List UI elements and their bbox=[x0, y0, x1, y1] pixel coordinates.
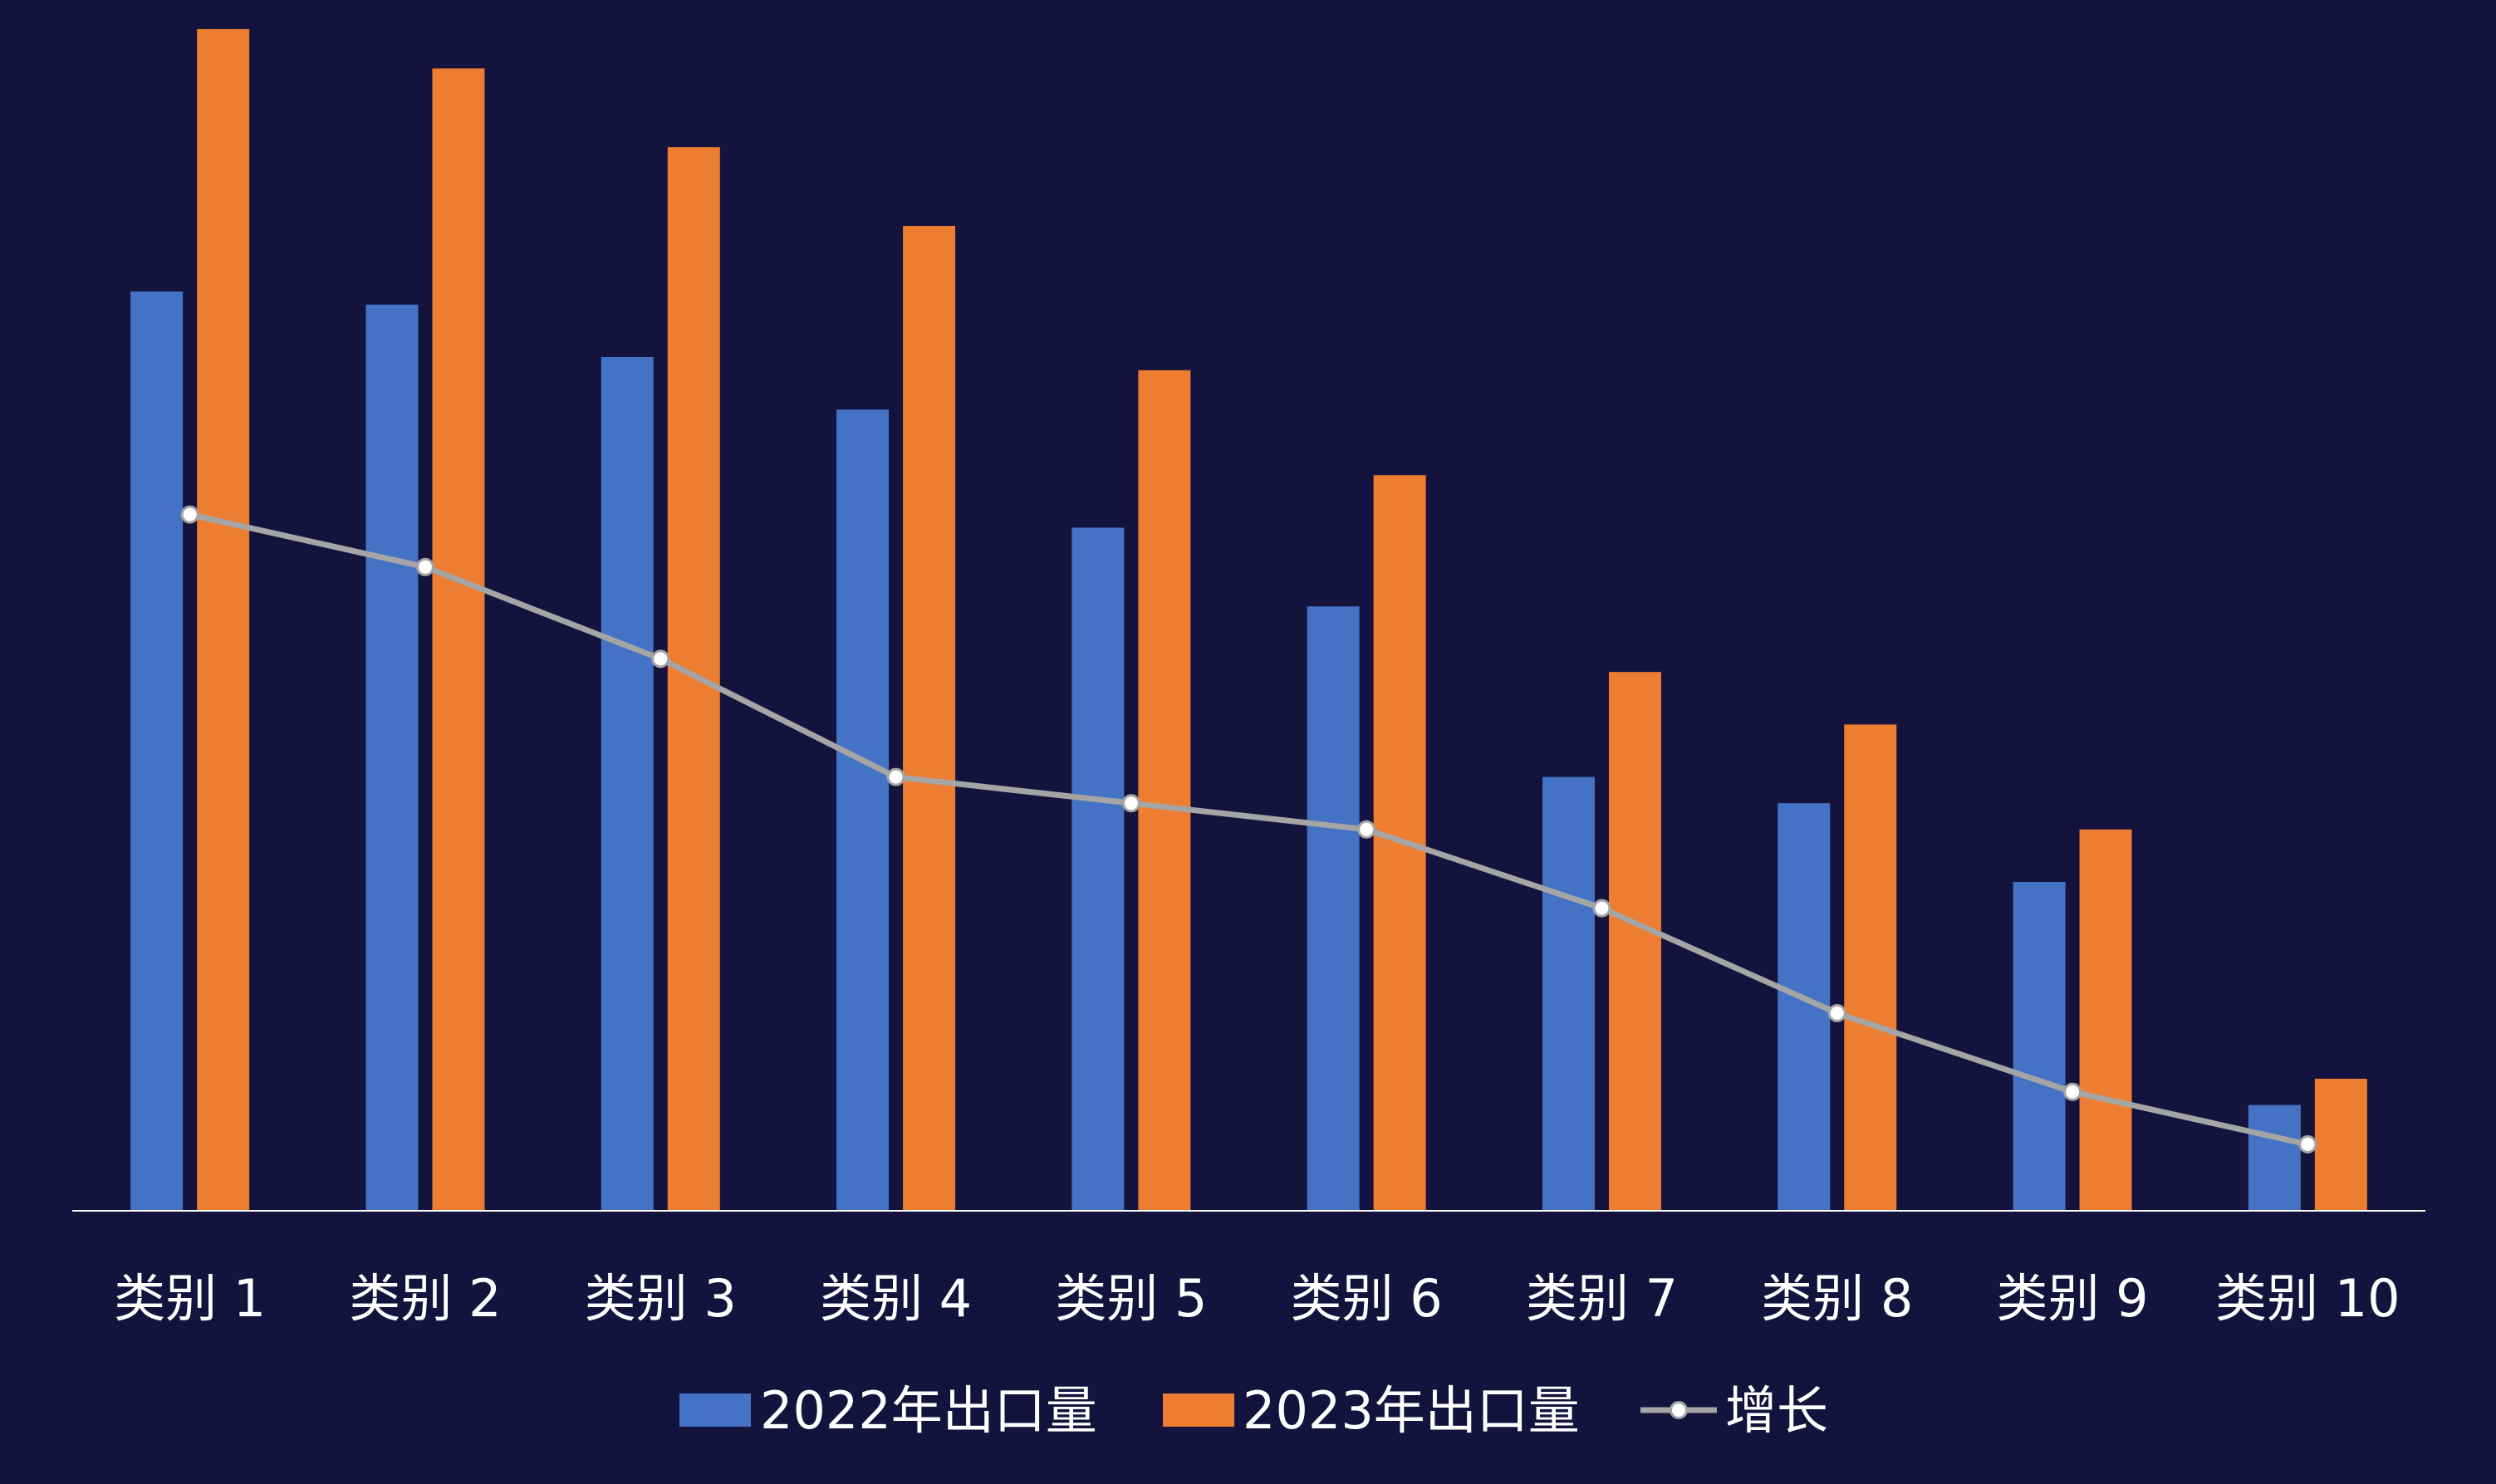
line-point-6 bbox=[1357, 820, 1376, 839]
line-point-7 bbox=[1592, 899, 1611, 918]
bar-2-10 bbox=[2314, 1079, 2367, 1210]
x-axis-labels: 类别 1 类别 2 类别 3 类别 4 类别 5 类别 6 类别 7 类别 8 类别 9 类别 1… bbox=[114, 1268, 2400, 1329]
bar-1-4 bbox=[836, 409, 890, 1210]
legend-label-2: 2023年出口量 bbox=[1243, 1380, 1580, 1441]
line-point-1 bbox=[180, 505, 199, 524]
x-tick-label: 类别 4 bbox=[820, 1268, 972, 1329]
legend-label-3: 增长 bbox=[1725, 1380, 1828, 1441]
line-series-layer bbox=[180, 505, 2317, 1153]
line-point-8 bbox=[1827, 1004, 1846, 1022]
legend-label-1: 2022年出口量 bbox=[760, 1380, 1097, 1441]
legend: 2022年出口量 2023年出口量 增长 bbox=[679, 1380, 1828, 1441]
bar-1-2 bbox=[365, 304, 419, 1210]
bar-1-6 bbox=[1307, 606, 1360, 1210]
bar-2-2 bbox=[432, 68, 485, 1210]
x-tick-label: 类别 9 bbox=[1996, 1268, 2148, 1329]
bar-1-1 bbox=[130, 291, 184, 1210]
line-point-3 bbox=[651, 649, 670, 669]
x-tick-label: 类别 8 bbox=[1761, 1268, 1913, 1329]
line-point-10 bbox=[2298, 1135, 2317, 1153]
bar-2-4 bbox=[903, 226, 956, 1210]
line-series-path bbox=[187, 512, 2311, 1148]
x-tick-label: 类别 10 bbox=[2215, 1268, 2400, 1329]
legend-swatch-2 bbox=[1163, 1393, 1234, 1427]
bar-1-5 bbox=[1071, 527, 1125, 1210]
line-point-5 bbox=[1121, 794, 1140, 813]
x-tick-label: 类别 1 bbox=[114, 1268, 266, 1329]
line-point-2 bbox=[415, 557, 434, 576]
x-tick-label: 类别 3 bbox=[585, 1268, 737, 1329]
bars-layer bbox=[130, 29, 2367, 1211]
x-tick-label: 类别 5 bbox=[1055, 1268, 1207, 1329]
line-point-9 bbox=[2063, 1082, 2082, 1101]
bar-1-9 bbox=[2013, 882, 2066, 1210]
bar-2-1 bbox=[197, 29, 250, 1210]
x-tick-label: 类别 7 bbox=[1526, 1268, 1678, 1329]
legend-swatch-1 bbox=[679, 1393, 751, 1427]
bar-1-7 bbox=[1542, 776, 1595, 1210]
x-tick-label: 类别 6 bbox=[1291, 1268, 1443, 1329]
bar-2-7 bbox=[1608, 672, 1661, 1210]
bar-2-5 bbox=[1138, 370, 1191, 1210]
bar-1-10 bbox=[2248, 1104, 2301, 1210]
legend-marker bbox=[1670, 1401, 1688, 1419]
line-point-4 bbox=[886, 767, 905, 786]
x-tick-label: 类别 2 bbox=[349, 1268, 501, 1329]
bar-1-3 bbox=[601, 357, 654, 1210]
bar-2-9 bbox=[2079, 829, 2132, 1210]
bar-2-8 bbox=[1844, 724, 1897, 1210]
